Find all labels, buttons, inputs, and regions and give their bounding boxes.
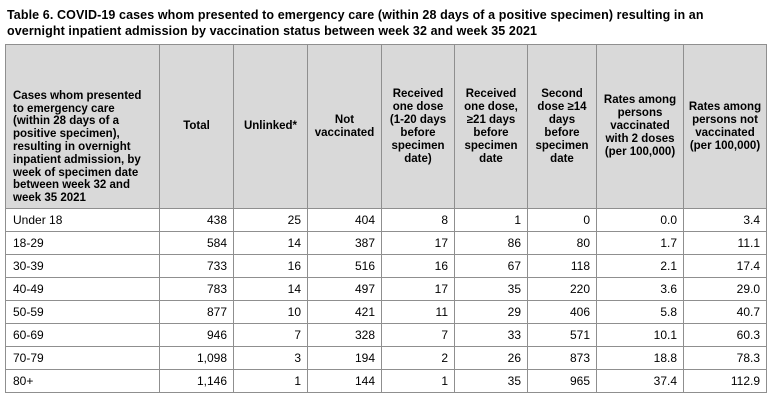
value-cell: 37.4 bbox=[596, 369, 684, 393]
value-cell: 8 bbox=[381, 208, 455, 232]
value-cell: 946 bbox=[159, 323, 234, 347]
value-cell: 29.0 bbox=[683, 277, 767, 301]
value-cell: 40.7 bbox=[683, 300, 767, 324]
row-label-cell: 70-79 bbox=[5, 346, 160, 370]
value-cell: 60.3 bbox=[683, 323, 767, 347]
value-cell: 118 bbox=[527, 254, 597, 278]
value-cell: 3.6 bbox=[596, 277, 684, 301]
value-cell: 26 bbox=[454, 346, 528, 370]
table-row: 60-69 946 7 328 7 33 571 10.1 60.3 bbox=[5, 323, 767, 347]
row-label-cell: 40-49 bbox=[5, 277, 160, 301]
value-cell: 33 bbox=[454, 323, 528, 347]
value-cell: 3 bbox=[233, 346, 308, 370]
value-cell: 2.1 bbox=[596, 254, 684, 278]
value-cell: 5.8 bbox=[596, 300, 684, 324]
value-cell: 86 bbox=[454, 231, 528, 255]
value-cell: 16 bbox=[233, 254, 308, 278]
value-cell: 584 bbox=[159, 231, 234, 255]
header-cell-second-dose-14plus-days: Second dose ≥14 days before specimen dat… bbox=[527, 44, 597, 209]
value-cell: 18.8 bbox=[596, 346, 684, 370]
table-row: 30-39 733 16 516 16 67 118 2.1 17.4 bbox=[5, 254, 767, 278]
header-cell-unlinked: Unlinked* bbox=[233, 44, 308, 209]
value-cell: 14 bbox=[233, 277, 308, 301]
value-cell: 873 bbox=[527, 346, 597, 370]
value-cell: 404 bbox=[307, 208, 382, 232]
value-cell: 10 bbox=[233, 300, 308, 324]
value-cell: 17 bbox=[381, 277, 455, 301]
value-cell: 438 bbox=[159, 208, 234, 232]
value-cell: 220 bbox=[527, 277, 597, 301]
row-label-cell: 50-59 bbox=[5, 300, 160, 324]
value-cell: 16 bbox=[381, 254, 455, 278]
value-cell: 2 bbox=[381, 346, 455, 370]
value-cell: 25 bbox=[233, 208, 308, 232]
value-cell: 1 bbox=[381, 369, 455, 393]
header-cell-cases-by-age: Cases whom presented to emergency care (… bbox=[5, 44, 160, 209]
value-cell: 78.3 bbox=[683, 346, 767, 370]
header-cell-one-dose-1-20-days: Received one dose (1-20 days before spec… bbox=[381, 44, 455, 209]
value-cell: 35 bbox=[454, 277, 528, 301]
value-cell: 80 bbox=[527, 231, 597, 255]
value-cell: 1,146 bbox=[159, 369, 234, 393]
row-label-cell: 30-39 bbox=[5, 254, 160, 278]
value-cell: 0.0 bbox=[596, 208, 684, 232]
value-cell: 1.7 bbox=[596, 231, 684, 255]
row-label-cell: 18-29 bbox=[5, 231, 160, 255]
value-cell: 516 bbox=[307, 254, 382, 278]
table-title: Table 6. COVID-19 cases whom presented t… bbox=[7, 8, 704, 38]
value-cell: 17.4 bbox=[683, 254, 767, 278]
value-cell: 571 bbox=[527, 323, 597, 347]
value-cell: 497 bbox=[307, 277, 382, 301]
row-label-cell: Under 18 bbox=[5, 208, 160, 232]
value-cell: 1 bbox=[233, 369, 308, 393]
value-cell: 3.4 bbox=[683, 208, 767, 232]
value-cell: 387 bbox=[307, 231, 382, 255]
table-row: 80+ 1,146 1 144 1 35 965 37.4 112.9 bbox=[5, 369, 767, 393]
value-cell: 112.9 bbox=[683, 369, 767, 393]
value-cell: 29 bbox=[454, 300, 528, 324]
header-cell-total: Total bbox=[159, 44, 234, 209]
value-cell: 11.1 bbox=[683, 231, 767, 255]
table-row: Under 18 438 25 404 8 1 0 0.0 3.4 bbox=[5, 208, 767, 232]
data-table: Cases whom presented to emergency care (… bbox=[5, 44, 767, 393]
row-label-cell: 60-69 bbox=[5, 323, 160, 347]
row-label-cell: 80+ bbox=[5, 369, 160, 393]
value-cell: 14 bbox=[233, 231, 308, 255]
value-cell: 421 bbox=[307, 300, 382, 324]
table-row: 40-49 783 14 497 17 35 220 3.6 29.0 bbox=[5, 277, 767, 301]
value-cell: 406 bbox=[527, 300, 597, 324]
value-cell: 10.1 bbox=[596, 323, 684, 347]
value-cell: 0 bbox=[527, 208, 597, 232]
value-cell: 328 bbox=[307, 323, 382, 347]
table-row: 50-59 877 10 421 11 29 406 5.8 40.7 bbox=[5, 300, 767, 324]
header-row: Cases whom presented to emergency care (… bbox=[5, 44, 767, 209]
table-row: 18-29 584 14 387 17 86 80 1.7 11.1 bbox=[5, 231, 767, 255]
value-cell: 733 bbox=[159, 254, 234, 278]
value-cell: 1 bbox=[454, 208, 528, 232]
header-cell-rate-vaccinated-2-doses: Rates among persons vaccinated with 2 do… bbox=[596, 44, 684, 209]
value-cell: 144 bbox=[307, 369, 382, 393]
table-body: Under 18 438 25 404 8 1 0 0.0 3.4 18-29 584 14 387 17… bbox=[5, 208, 767, 393]
value-cell: 877 bbox=[159, 300, 234, 324]
header-cell-not-vaccinated: Not vaccinated bbox=[307, 44, 382, 209]
value-cell: 1,098 bbox=[159, 346, 234, 370]
value-cell: 783 bbox=[159, 277, 234, 301]
table-row: 70-79 1,098 3 194 2 26 873 18.8 78.3 bbox=[5, 346, 767, 370]
value-cell: 965 bbox=[527, 369, 597, 393]
value-cell: 11 bbox=[381, 300, 455, 324]
header-cell-rate-not-vaccinated: Rates among persons not vaccinated (per … bbox=[683, 44, 767, 209]
header-cell-one-dose-21plus-days: Received one dose, ≥21 days before speci… bbox=[454, 44, 528, 209]
value-cell: 7 bbox=[233, 323, 308, 347]
value-cell: 17 bbox=[381, 231, 455, 255]
value-cell: 67 bbox=[454, 254, 528, 278]
value-cell: 194 bbox=[307, 346, 382, 370]
value-cell: 35 bbox=[454, 369, 528, 393]
value-cell: 7 bbox=[381, 323, 455, 347]
